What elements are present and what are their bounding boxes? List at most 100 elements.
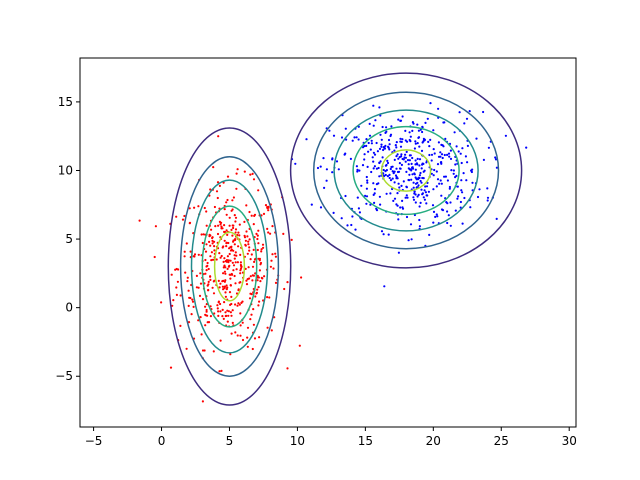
scatter-point	[443, 121, 446, 124]
scatter-point	[260, 248, 263, 251]
scatter-point	[206, 321, 209, 324]
scatter-point	[452, 169, 455, 172]
scatter-point	[449, 201, 452, 204]
scatter-point	[205, 210, 208, 213]
scatter-point	[246, 336, 249, 339]
scatter-point	[459, 206, 462, 209]
scatter-point	[250, 214, 253, 217]
scatter-point	[231, 199, 234, 202]
scatter-series-1	[290, 102, 528, 288]
scatter-point	[448, 185, 451, 189]
scatter-point	[239, 267, 243, 270]
scatter-point	[186, 276, 189, 279]
scatter-point	[227, 314, 230, 317]
scatter-point	[305, 138, 308, 141]
scatter-point	[419, 171, 422, 175]
scatter-point	[236, 304, 239, 307]
scatter-point	[415, 162, 418, 165]
scatter-point	[400, 163, 403, 166]
scatter-point	[439, 155, 442, 158]
scatter-point	[222, 266, 225, 269]
scatter-point	[440, 182, 443, 185]
scatter-point	[325, 168, 328, 171]
scatter-point	[259, 280, 262, 283]
scatter-point	[300, 276, 303, 279]
scatter-point	[411, 173, 414, 176]
scatter-point	[218, 370, 221, 373]
scatter-point	[248, 297, 252, 300]
contour-level-3	[352, 125, 460, 216]
scatter-point	[418, 164, 421, 167]
scatter-point	[212, 292, 216, 295]
scatter-point	[215, 258, 218, 261]
scatter-point	[219, 282, 222, 285]
scatter-point	[399, 119, 402, 122]
scatter-point	[216, 307, 219, 310]
scatter-point	[460, 179, 463, 182]
scatter-point	[418, 225, 421, 228]
scatter-point	[460, 189, 463, 192]
contour-level-1	[312, 91, 500, 250]
y-tick-label: 0	[65, 301, 73, 315]
scatter-point	[283, 287, 286, 291]
scatter-point	[427, 140, 430, 143]
scatter-point	[438, 182, 441, 185]
scatter-point	[243, 170, 246, 173]
scatter-point	[435, 170, 438, 173]
scatter-point	[378, 175, 381, 178]
scatter-point	[217, 279, 220, 282]
scatter-point	[213, 240, 216, 243]
scatter-point	[375, 183, 378, 186]
scatter-point	[372, 124, 375, 127]
scatter-point	[229, 273, 232, 276]
scatter-point	[525, 146, 528, 149]
scatter-point	[220, 225, 223, 228]
scatter-point	[412, 186, 415, 189]
scatter-point	[256, 288, 259, 291]
scatter-point	[245, 283, 249, 286]
scatter-point	[429, 102, 432, 105]
scatter-point	[239, 281, 242, 284]
scatter-point	[404, 160, 407, 163]
scatter-point	[366, 165, 369, 168]
scatter-point	[224, 311, 227, 314]
scatter-point	[386, 159, 389, 162]
scatter-point	[363, 153, 366, 156]
scatter-point	[325, 179, 328, 182]
scatter-point	[223, 285, 226, 288]
scatter-point	[153, 255, 156, 259]
scatter-point	[486, 199, 489, 202]
scatter-point	[417, 129, 420, 132]
scatter-point	[238, 223, 241, 226]
scatter-point	[187, 321, 191, 324]
scatter-point	[410, 162, 413, 165]
scatter-point	[223, 239, 226, 242]
scatter-point	[215, 190, 219, 193]
scatter-point	[455, 174, 458, 177]
scatter-point	[225, 242, 228, 245]
scatter-point	[266, 326, 269, 329]
scatter-point	[207, 283, 210, 286]
scatter-point	[310, 203, 313, 206]
scatter-point	[461, 191, 464, 194]
scatter-point	[218, 252, 221, 255]
scatter-point	[298, 344, 301, 347]
scatter-point	[382, 146, 385, 149]
scatter-point	[219, 310, 222, 313]
scatter-point	[248, 238, 251, 241]
scatter-point	[224, 314, 227, 318]
scatter-point	[216, 196, 219, 200]
scatter-point	[229, 277, 232, 280]
scatter-point	[405, 150, 408, 153]
scatter-point	[219, 256, 222, 259]
scatter-point	[209, 234, 212, 237]
scatter-point	[171, 304, 174, 307]
scatter-point	[346, 224, 349, 227]
scatter-point	[360, 184, 363, 187]
scatter-point	[228, 252, 231, 256]
scatter-point	[443, 175, 446, 178]
scatter-point	[187, 304, 190, 307]
scatter-point	[319, 165, 322, 168]
scatter-point	[185, 347, 188, 350]
